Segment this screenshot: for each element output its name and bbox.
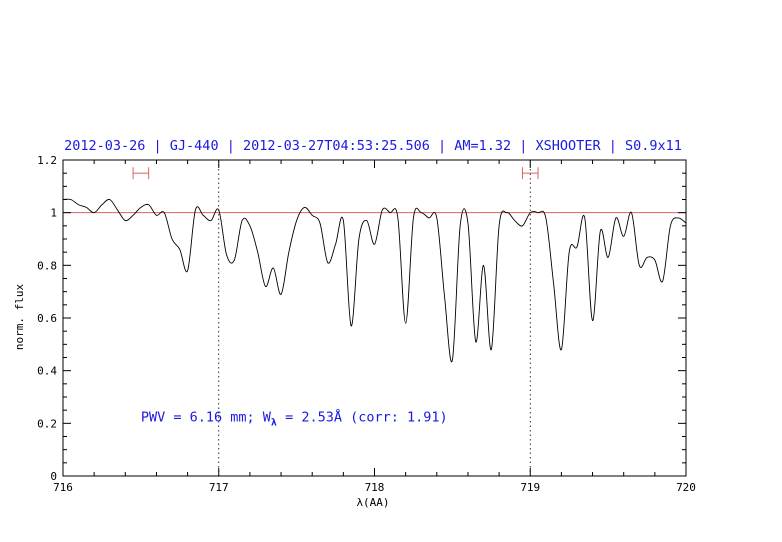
chart-title: 2012-03-26 | GJ-440 | 2012-03-27T04:53:2… [64,138,682,154]
y-tick-label: 0.6 [37,312,57,325]
y-tick-label: 0.8 [37,259,57,272]
series-layer [62,198,687,363]
annotation-after: = 2.53Å (corr: 1.91) [277,408,448,425]
pwv-annotation: PWV = 6.16 mm; Wλ = 2.53Å (corr: 1.91) [141,408,448,428]
y-tick-label: 1.2 [37,154,57,167]
y-tick-labels: 0 0.2 0.4 0.6 0.8 1 1.2 [37,154,57,483]
plot-frame [62,159,687,477]
x-axis-label: λ(AA) [356,496,389,509]
annotation-subscript: λ [271,417,277,428]
annotation-before: PWV = 6.16 mm; W [141,409,272,425]
y-tick-label: 0.4 [37,365,57,378]
interval-layer [132,167,539,180]
interval-marker [521,167,539,180]
spectrum-line [62,198,687,363]
y-tick-label: 0 [50,470,57,483]
x-tick-label: 716 [53,481,73,494]
x-tick-label: 719 [520,481,540,494]
y-tick-label: 0.2 [37,417,57,430]
interval-marker [132,167,150,180]
x-tick-label: 717 [209,481,229,494]
x-tick-label: 720 [676,481,696,494]
x-tick-labels: 716 717 718 719 720 [53,481,696,494]
y-tick-label: 1 [50,207,57,220]
y-axis-label: norm. flux [13,284,26,351]
reference-layer [63,160,686,476]
x-tick-label: 718 [365,481,385,494]
axis-ticks [62,159,687,477]
